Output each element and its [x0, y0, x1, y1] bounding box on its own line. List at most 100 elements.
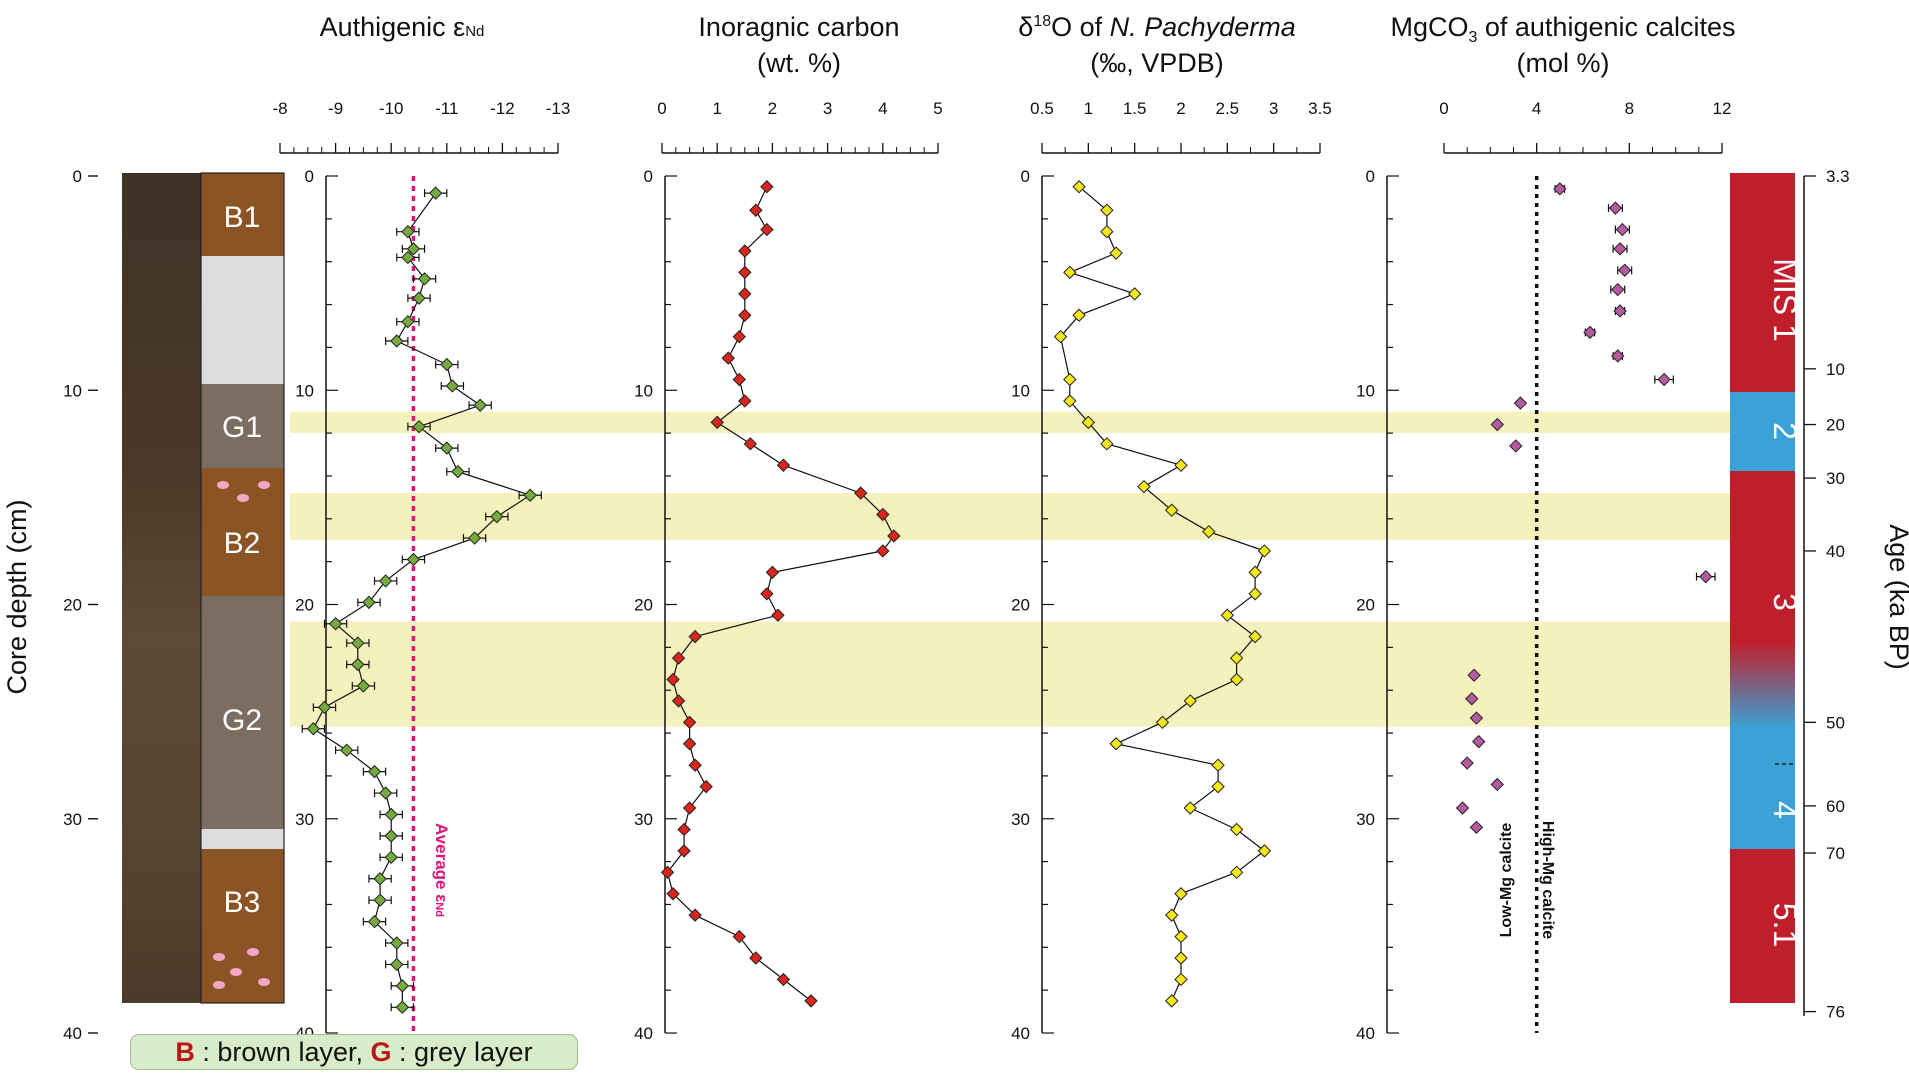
depth-axis-label: Core depth (cm)	[2, 499, 32, 694]
eps-data-point	[412, 419, 426, 434]
mg-data-point	[1455, 801, 1470, 815]
d18o-data-point	[1183, 801, 1197, 815]
ic-data-point	[738, 265, 752, 280]
mis-label-4: 4	[1767, 801, 1803, 819]
eps-data-point	[445, 379, 460, 393]
panel-title-mg-units: (mol %)	[1517, 48, 1610, 78]
age-tick-label: 50	[1826, 713, 1845, 732]
age-axis-label: Age (ka BP)	[1884, 524, 1909, 670]
mg-data-point	[1583, 325, 1597, 340]
ic-tick-label: 3	[823, 99, 832, 118]
mg-data-point	[1657, 372, 1671, 387]
eps-data-point	[490, 509, 504, 524]
ic-data-point	[743, 437, 758, 451]
d18o-data-point	[1063, 394, 1077, 408]
depth-tick-label: 0	[73, 167, 82, 186]
panel-title-d18o-units: (‰, VPDB)	[1090, 48, 1224, 78]
eps-data-point	[351, 657, 365, 672]
depth-tick-label: 40	[63, 1024, 82, 1043]
d18o-depth-tick-label: 20	[1011, 596, 1030, 615]
d18o-data-point	[1248, 565, 1262, 580]
low-mg-label: Low-Mg calcite	[1498, 823, 1515, 938]
d18o-data-point	[1174, 972, 1188, 987]
d18o-data-point	[1100, 203, 1114, 217]
eps-data-point	[384, 850, 398, 865]
depth-tick-label: 10	[63, 381, 82, 400]
d18o-data-point	[1202, 524, 1216, 539]
ic-data-point	[710, 415, 724, 430]
eps-data-point	[390, 936, 404, 950]
d18o-data-point	[1174, 887, 1188, 901]
eps-data-point	[395, 1000, 410, 1014]
eps-data-point	[367, 914, 382, 929]
layer-g1	[201, 384, 284, 468]
legend-b-key: B	[175, 1036, 195, 1067]
pink-dot	[217, 481, 229, 489]
mis-5-block	[1730, 849, 1795, 1003]
average-annotation: Average εNd	[432, 823, 451, 917]
pink-dot	[230, 968, 242, 976]
eps-tick-label: -8	[272, 99, 287, 118]
ic-tick-label: 5	[933, 99, 942, 118]
ic-data-point	[738, 287, 752, 301]
mis-column: MIS 1 2 3 4 5.1	[1730, 173, 1803, 1003]
eps-data-point	[451, 464, 465, 479]
eps-depth-tick-label: 0	[305, 167, 314, 186]
ic-data-point	[721, 351, 735, 365]
lithology-frame	[200, 172, 285, 1004]
d18o-tick-label: 2	[1176, 99, 1185, 118]
ic-data-point	[749, 203, 763, 217]
layer-label-g1: G1	[222, 411, 262, 444]
panel-title-ic: Inoragnic carbon	[698, 12, 899, 42]
highlight-bands	[290, 411, 1730, 727]
d18o-depth-tick-label: 40	[1011, 1024, 1030, 1043]
d18o-data-point	[1257, 844, 1272, 858]
mg-title-b: of authigenic calcites	[1477, 12, 1735, 42]
d18o-data-point	[1165, 503, 1179, 517]
layer-b3	[201, 849, 284, 1003]
eps-data-point	[473, 398, 487, 412]
d18o-series-line	[1059, 186, 1266, 1002]
eps-series-line	[312, 192, 532, 1008]
ic-tick-label: 2	[768, 99, 777, 118]
legend-g-text: : grey layer	[391, 1036, 533, 1067]
mis-4-block	[1730, 728, 1795, 849]
ic-data-point	[776, 972, 791, 987]
layer-label-g2: G2	[222, 704, 262, 737]
ic-data-point	[671, 694, 686, 708]
ic-data-point	[765, 565, 780, 580]
ic-data-point	[660, 865, 675, 880]
ic-data-point	[682, 737, 697, 751]
eps-data-point	[306, 722, 321, 736]
age-tick-label: 3.3	[1826, 167, 1850, 186]
eps-data-point	[351, 636, 365, 650]
d18o-tick-label: 2.5	[1216, 99, 1240, 118]
mg-depth-tick-label: 40	[1356, 1024, 1375, 1043]
mis-label-5-1: 5.1	[1767, 903, 1803, 947]
age-tick-label: 40	[1826, 542, 1845, 561]
average-label: Average ε	[432, 823, 451, 902]
age-tick-label: 76	[1826, 1003, 1845, 1022]
d18o-data-point	[1072, 180, 1086, 194]
mis-1-block	[1730, 173, 1795, 392]
d18o-depth-tick-label: 30	[1011, 810, 1030, 829]
eps-data-point	[440, 357, 454, 372]
mg-tick-label: 12	[1713, 99, 1732, 118]
eps-data-point	[467, 531, 482, 545]
mg-depth-tick-label: 10	[1356, 381, 1375, 400]
mg-data-point	[1490, 417, 1504, 432]
eps-depth-tick-label: 20	[295, 596, 314, 615]
ic-data-point	[671, 651, 686, 665]
high-mg-label: High-Mg calcite	[1539, 821, 1556, 939]
d18o-data-point	[1183, 694, 1197, 708]
eps-title-sub: Nd	[465, 23, 484, 40]
eps-data-point	[428, 186, 443, 200]
eps-data-point	[406, 242, 421, 256]
age-tick-label: 60	[1826, 797, 1845, 816]
layer-gap-2	[201, 829, 284, 849]
panel-mgco3: 0 4 8 12 0 10 20 30 40	[1356, 99, 1731, 1043]
pink-dot	[258, 978, 270, 986]
eps-data-point	[328, 617, 343, 631]
core-photo	[122, 173, 201, 1003]
ic-data-point	[854, 486, 868, 500]
